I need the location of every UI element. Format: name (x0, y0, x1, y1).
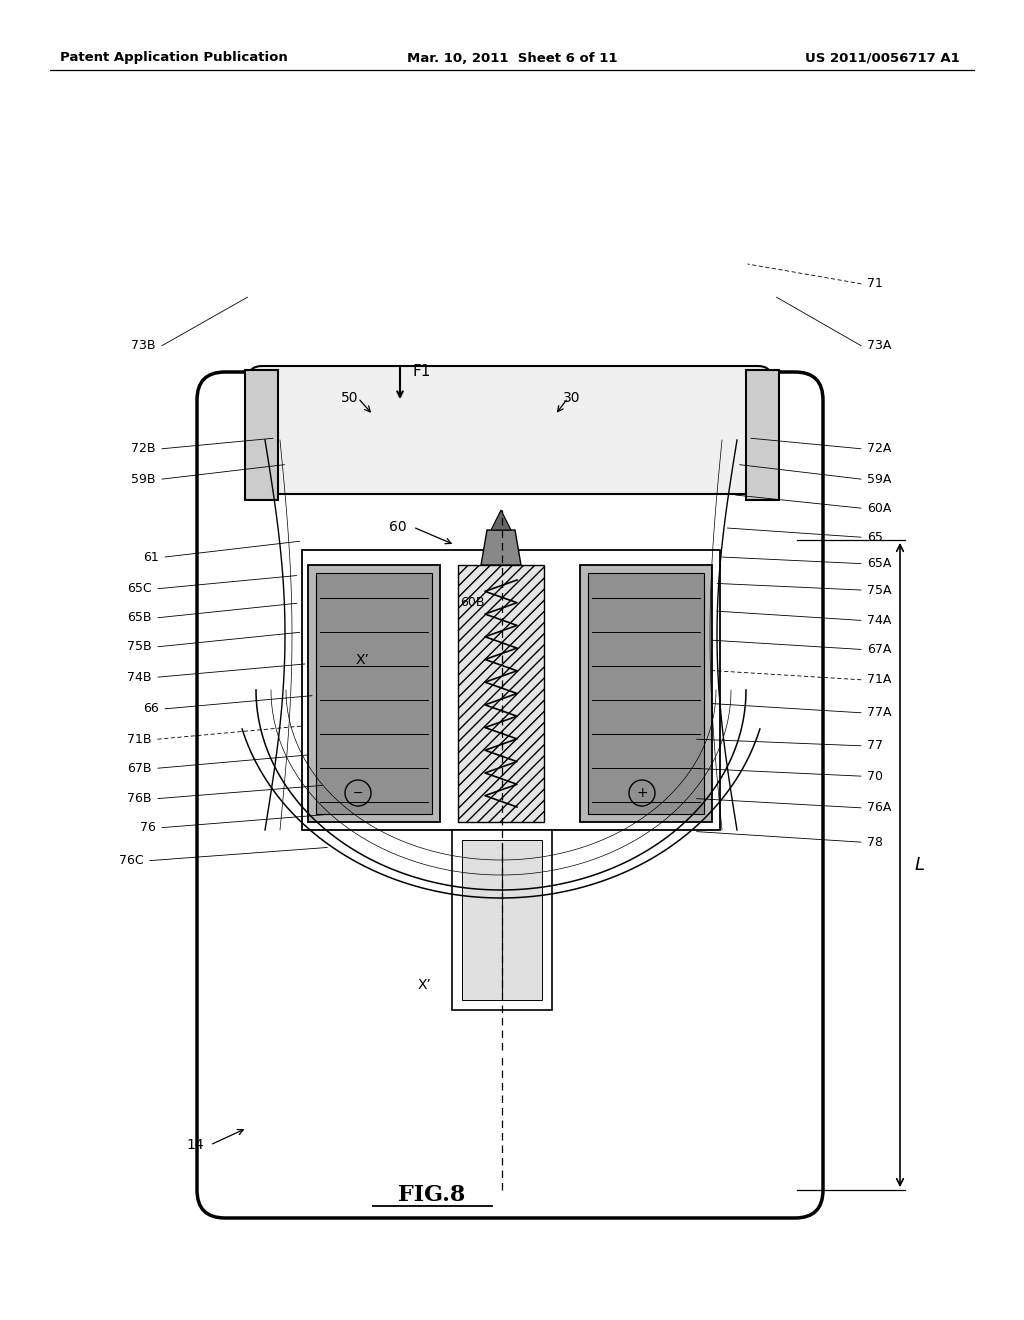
Text: 76B: 76B (127, 792, 152, 805)
Text: 76: 76 (139, 821, 156, 834)
Text: 75A: 75A (867, 583, 892, 597)
Bar (746, 370, 779, 500)
Text: 77: 77 (867, 739, 884, 752)
Polygon shape (481, 531, 521, 565)
Text: Mar. 10, 2011  Sheet 6 of 11: Mar. 10, 2011 Sheet 6 of 11 (407, 51, 617, 65)
Text: 76C: 76C (119, 854, 143, 867)
Text: 61: 61 (143, 550, 159, 564)
Polygon shape (490, 510, 511, 531)
FancyBboxPatch shape (248, 366, 772, 494)
Text: −: − (352, 787, 364, 800)
Text: 74B: 74B (127, 671, 152, 684)
Text: 60A: 60A (867, 502, 892, 515)
Text: 73B: 73B (131, 339, 156, 352)
Text: 78: 78 (867, 836, 884, 849)
Text: 72A: 72A (867, 442, 892, 455)
Text: 50: 50 (341, 391, 358, 405)
Text: 75B: 75B (127, 640, 152, 653)
FancyBboxPatch shape (197, 372, 823, 1218)
Text: X’: X’ (418, 978, 432, 993)
Text: 70: 70 (867, 770, 884, 783)
Bar (580, 565, 712, 822)
Text: X’: X’ (356, 653, 370, 667)
Text: 59A: 59A (867, 473, 892, 486)
Text: 60: 60 (389, 520, 407, 535)
Text: Patent Application Publication: Patent Application Publication (60, 51, 288, 65)
Text: +: + (636, 785, 648, 800)
Text: 76A: 76A (867, 801, 892, 814)
Text: 67B: 67B (127, 762, 152, 775)
Text: 65A: 65A (867, 557, 892, 570)
Bar (462, 840, 542, 1001)
Text: 73A: 73A (867, 339, 892, 352)
Text: 74A: 74A (867, 614, 892, 627)
Text: L: L (915, 855, 925, 874)
Text: 59B: 59B (131, 473, 156, 486)
Text: 72B: 72B (131, 442, 156, 455)
Text: US 2011/0056717 A1: US 2011/0056717 A1 (805, 51, 961, 65)
Bar (458, 565, 544, 822)
Bar (316, 573, 432, 814)
Text: 30: 30 (563, 391, 581, 405)
Text: 65: 65 (867, 531, 884, 544)
Bar (302, 550, 720, 830)
Text: 71B: 71B (127, 733, 152, 746)
Text: 14: 14 (186, 1138, 204, 1152)
Text: 67A: 67A (867, 643, 892, 656)
Bar (588, 573, 705, 814)
Text: 65C: 65C (127, 582, 152, 595)
Text: 66: 66 (143, 702, 159, 715)
Bar (452, 830, 552, 1010)
Text: 65B: 65B (127, 611, 152, 624)
Text: 71: 71 (867, 277, 884, 290)
Text: 77A: 77A (867, 706, 892, 719)
Text: 71A: 71A (867, 673, 892, 686)
Bar (245, 370, 278, 500)
Text: F1: F1 (412, 364, 430, 380)
Text: FIG.8: FIG.8 (398, 1184, 466, 1206)
Text: 60B: 60B (460, 595, 484, 609)
Bar (308, 565, 440, 822)
